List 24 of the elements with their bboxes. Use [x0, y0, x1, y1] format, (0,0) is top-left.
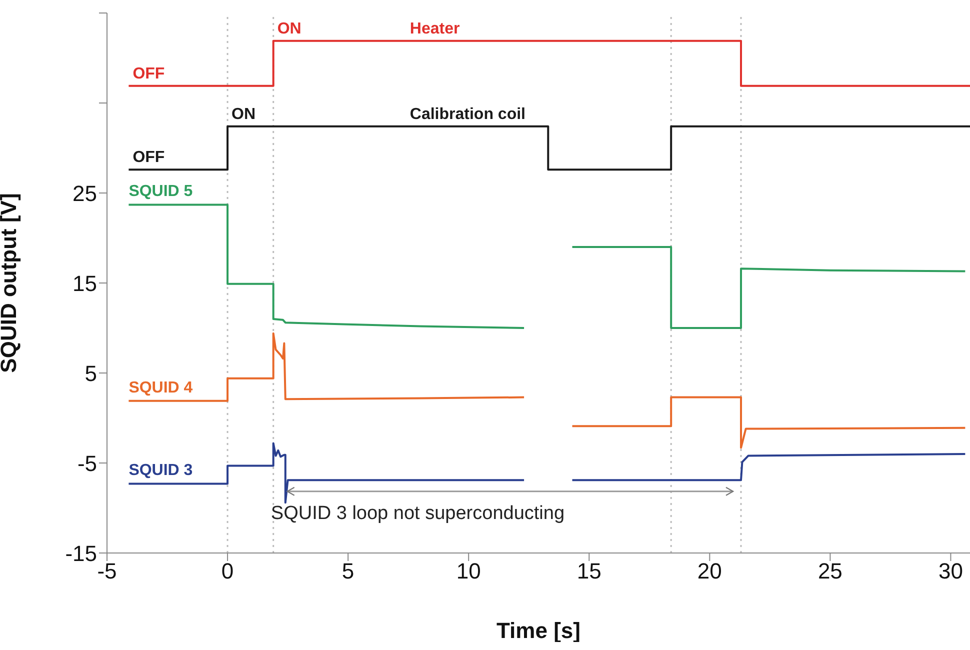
y-tick-label: -15 [65, 540, 97, 566]
x-tick-label: 15 [576, 558, 602, 584]
y-tick-label: 25 [72, 180, 97, 206]
x-tick-label: 10 [456, 558, 481, 584]
annotation: OFF [132, 65, 165, 82]
annotation: ON [277, 20, 302, 38]
annotation: SQUID 3 loop not superconducting [270, 502, 565, 524]
series-label: SQUID 5 [128, 183, 193, 200]
y-axis-title: SQUID output [V] [0, 193, 21, 373]
x-tick-label: 5 [342, 558, 354, 584]
x-tick-label: 20 [697, 558, 722, 584]
annotation: ON [232, 106, 256, 123]
x-tick-label: 30 [938, 558, 963, 584]
y-tick-label: -5 [77, 450, 97, 476]
y-tick-label: 15 [72, 270, 97, 296]
y-tick-label: 5 [84, 360, 97, 386]
x-tick-label: 0 [221, 558, 234, 584]
series-label: SQUID 4 [128, 379, 193, 396]
x-tick-label: 25 [818, 558, 842, 584]
annotation: Calibration coil [410, 106, 526, 123]
annotation: Heater [410, 20, 460, 38]
series-label: SQUID 3 [128, 462, 193, 480]
x-tick-label: -5 [97, 558, 117, 584]
annotation: OFF [132, 149, 165, 166]
